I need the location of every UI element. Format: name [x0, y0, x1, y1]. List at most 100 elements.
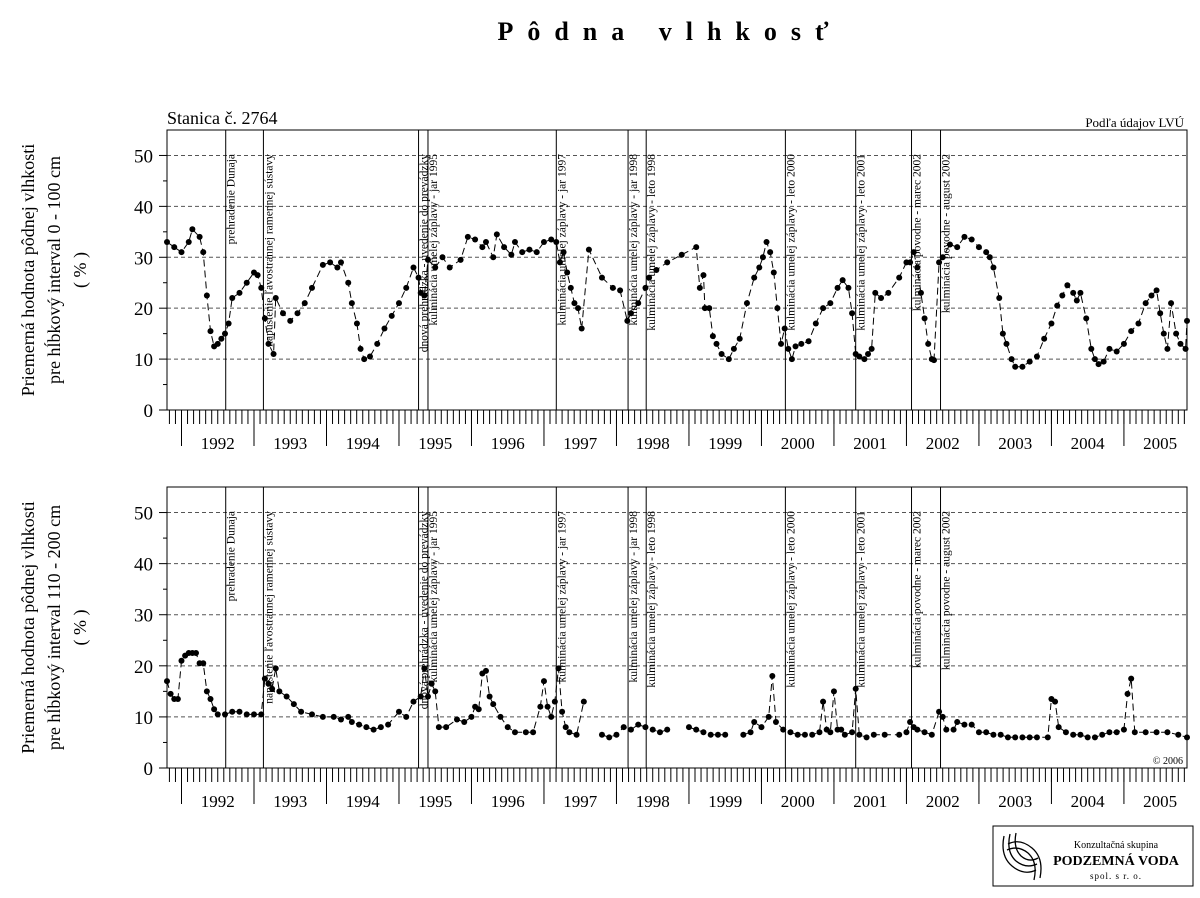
x-tick-label: 2001 — [853, 792, 887, 811]
logo-icon — [1002, 832, 1042, 881]
data-point — [486, 693, 493, 700]
x-tick-label: 1992 — [201, 792, 235, 811]
data-point — [1120, 340, 1127, 347]
data-point — [243, 279, 250, 286]
data-point — [1164, 729, 1171, 736]
x-tick-label: 2004 — [1071, 792, 1106, 811]
data-point — [707, 731, 714, 738]
data-point — [709, 333, 716, 340]
data-point — [276, 688, 283, 695]
data-point — [1164, 345, 1171, 352]
page-title: Pôdna vlhkosť — [497, 17, 842, 46]
data-point — [381, 325, 388, 332]
y-axis-title: pre hĺbkový interval 110 - 200 cm — [43, 505, 64, 750]
data-point — [395, 300, 402, 307]
data-point — [366, 353, 373, 360]
data-point — [578, 325, 585, 332]
x-tick-label: 2002 — [926, 434, 960, 453]
data-point — [706, 305, 713, 312]
event-label: kulminácia umelej záplavy - jar 1997 — [556, 154, 568, 326]
data-point — [203, 688, 210, 695]
data-point — [627, 310, 634, 317]
data-point — [798, 340, 805, 347]
data-point — [930, 357, 937, 364]
data-point — [781, 325, 788, 332]
data-point — [693, 244, 700, 251]
data-point — [1003, 340, 1010, 347]
data-point — [1113, 348, 1120, 355]
data-point — [479, 244, 486, 251]
data-point — [788, 356, 795, 363]
data-point — [653, 267, 660, 273]
data-point — [243, 711, 250, 718]
y-tick-label: 0 — [144, 401, 154, 422]
data-point — [598, 731, 605, 738]
data-point — [236, 289, 243, 296]
data-point — [747, 729, 754, 736]
y-axis-title: ( % ) — [70, 252, 91, 288]
data-point — [1124, 690, 1131, 697]
data-point — [820, 698, 827, 705]
x-tick-label: 1995 — [418, 434, 452, 453]
station-label: Stanica č. 2764 — [167, 108, 277, 128]
data-point — [562, 724, 569, 731]
data-line — [166, 228, 1188, 368]
data-point — [642, 284, 649, 291]
data-point — [787, 729, 794, 736]
data-point — [950, 726, 957, 733]
y-tick-label: 30 — [134, 248, 153, 269]
data-point — [1012, 734, 1019, 741]
data-point — [497, 713, 504, 720]
data-point — [468, 713, 475, 720]
data-point — [907, 259, 914, 266]
data-point — [214, 340, 221, 347]
data-point — [334, 264, 341, 271]
data-point — [664, 726, 671, 733]
logo-line: spol. s r. o. — [1090, 871, 1142, 881]
data-point — [743, 300, 750, 307]
data-point — [571, 300, 578, 307]
data-point — [1033, 734, 1040, 741]
data-point — [171, 244, 178, 251]
data-point — [353, 320, 360, 327]
x-tick-label: 1993 — [273, 434, 307, 453]
data-point — [1073, 297, 1080, 304]
data-point — [272, 295, 279, 301]
data-point — [1044, 734, 1051, 741]
data-point — [1113, 729, 1120, 736]
data-point — [997, 731, 1004, 738]
data-point — [983, 249, 990, 256]
data-point — [337, 259, 344, 266]
data-point — [1184, 734, 1190, 741]
data-point — [769, 673, 776, 680]
data-point — [961, 721, 968, 728]
data-point — [573, 731, 580, 738]
data-point — [936, 708, 943, 715]
data-point — [537, 703, 544, 710]
chart: 0 10 20 30 40 50 1992 1993 1994 1995 1996 1997 1998 1… — [18, 129, 1190, 453]
data-point — [192, 650, 199, 657]
x-tick-label: 2003 — [998, 792, 1032, 811]
data-point — [258, 711, 265, 718]
data-point — [772, 719, 779, 726]
data-point — [664, 259, 671, 266]
data-point — [211, 706, 218, 713]
data-point — [421, 665, 428, 672]
data-point — [759, 254, 766, 261]
data-point — [214, 711, 221, 718]
data-point — [1106, 345, 1113, 352]
data-point — [635, 721, 642, 728]
data-point — [1064, 282, 1071, 289]
event-label: kulminácia umelej záplavy - leto 1998 — [646, 511, 658, 688]
data-point — [254, 272, 261, 279]
event-label: kulminácia umelej záplavy - jar 1997 — [556, 511, 568, 683]
data-point — [555, 665, 562, 672]
x-tick-label: 2003 — [998, 434, 1032, 453]
data-point — [1128, 675, 1135, 682]
data-point — [1157, 310, 1164, 317]
data-point — [617, 287, 624, 294]
data-point — [801, 731, 808, 738]
data-point — [501, 244, 508, 251]
x-tick-label: 2001 — [853, 434, 887, 453]
data-point — [1019, 734, 1026, 741]
